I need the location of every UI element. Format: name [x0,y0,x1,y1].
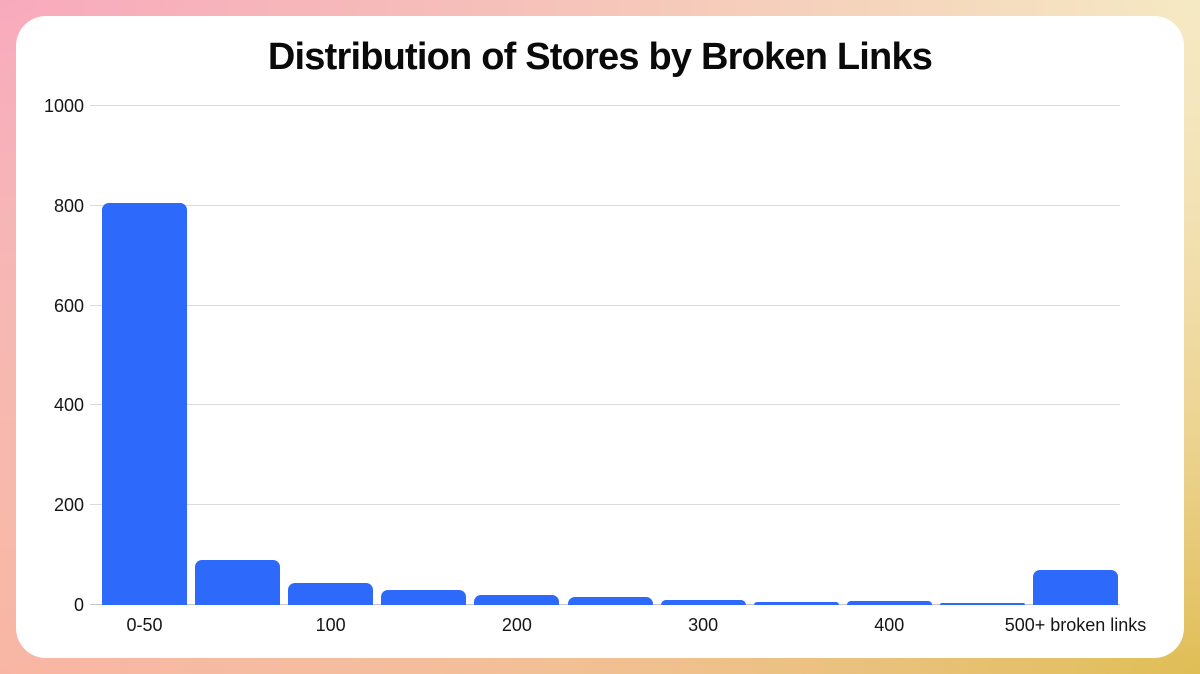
gridline [90,404,1120,406]
gridline [90,304,1120,306]
bar [939,603,1025,605]
y-axis-tick-label: 600 [53,295,84,316]
bar [381,590,467,605]
bar [753,602,839,605]
bar [567,596,653,605]
bar [474,595,560,605]
bar [288,582,374,605]
gridline [90,504,1120,506]
y-axis-tick-label: 0 [73,595,84,615]
bar [102,203,187,605]
bar [846,600,932,605]
x-axis-tick-label: 100 [315,615,346,635]
x-axis-tick-label: 300 [688,615,719,635]
y-axis-tick-label: 1000 [43,96,84,116]
x-axis-tick-label: 400 [874,615,905,635]
gridline [90,105,1120,106]
chart-card: Distribution of Stores by Broken Links 0… [16,16,1184,658]
x-axis-tick-label: 500+ broken links [1004,615,1147,635]
chart-title: Distribution of Stores by Broken Links [267,36,933,78]
chart-area: 0 200 400 600 800 1000 0-50 100 200 300 400 500+ br… [44,96,1146,635]
x-axis-tick-label: 0-50 [126,615,163,635]
bar [195,560,281,605]
y-axis-tick-label: 200 [53,495,84,516]
bar [1033,570,1118,605]
y-axis-tick-label: 400 [53,395,84,416]
gridline [90,204,1120,206]
bar [660,600,746,605]
x-axis-tick-label: 200 [501,615,532,635]
y-axis-tick-label: 800 [53,195,84,216]
